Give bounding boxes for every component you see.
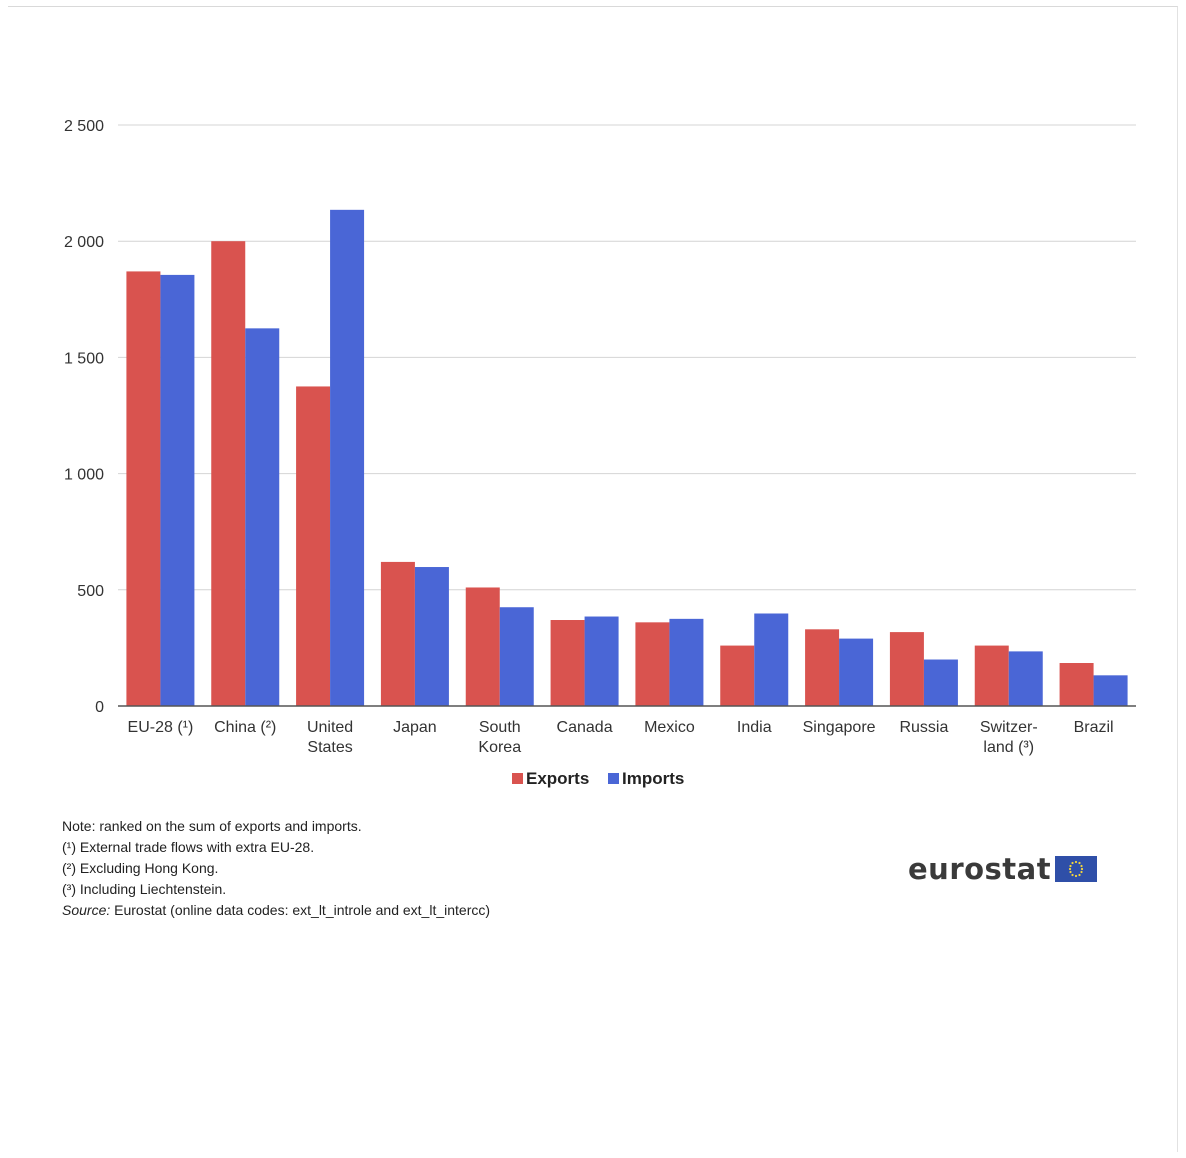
imports-bar xyxy=(1008,651,1043,706)
imports-bar xyxy=(839,638,874,706)
imports-bar xyxy=(1093,675,1128,706)
exports-bar xyxy=(974,645,1009,706)
source-label: Source: xyxy=(62,902,111,918)
y-tick-label: 1 500 xyxy=(64,350,104,367)
y-tick-label: 500 xyxy=(77,583,104,600)
footnote-1: (¹) External trade flows with extra EU-2… xyxy=(62,839,315,855)
exports-bar xyxy=(465,587,500,706)
footnote-2: (²) Excluding Hong Kong. xyxy=(62,860,219,876)
legend-swatch xyxy=(608,773,619,784)
x-tick-label: Brazil xyxy=(1074,719,1114,736)
eu-flag-icon xyxy=(1055,856,1098,882)
exports-bar xyxy=(296,386,331,706)
imports-bar xyxy=(499,607,534,706)
x-tick-label: India xyxy=(737,719,772,736)
imports-bar xyxy=(330,209,365,707)
legend-label: Exports xyxy=(526,769,589,788)
x-tick-label: South Korea xyxy=(478,719,521,756)
y-tick-label: 0 xyxy=(95,699,104,716)
footnote-3: (³) Including Liechtenstein. xyxy=(62,881,227,897)
exports-bar xyxy=(550,620,585,706)
chart-notes: Note: ranked on the sum of exports and i… xyxy=(62,816,762,921)
legend-label: Imports xyxy=(622,769,684,788)
x-tick-label: Russia xyxy=(899,719,948,736)
imports-bar xyxy=(160,274,195,706)
exports-bar xyxy=(805,629,840,706)
y-tick-label: 2 500 xyxy=(64,118,104,135)
x-tick-label: Mexico xyxy=(644,719,695,736)
imports-bar xyxy=(245,328,280,706)
y-tick-label: 1 000 xyxy=(64,467,104,484)
x-tick-label: China (²) xyxy=(214,719,276,736)
imports-bar xyxy=(584,616,619,706)
chart-frame xyxy=(8,6,1178,1152)
imports-bar xyxy=(669,618,704,706)
bar-chart: 0 500 1 000 1 500 2 000 2 500 EU-28 (¹) China (… xyxy=(64,118,1136,788)
source-line: Source: Eurostat (online data codes: ext… xyxy=(62,900,762,921)
x-tick-label: Japan xyxy=(393,719,437,736)
x-tick-label: United States xyxy=(307,719,353,756)
y-tick-label: 2 000 xyxy=(64,234,104,251)
exports-bar xyxy=(635,622,670,706)
exports-bar xyxy=(720,645,755,706)
x-tick-label: Switzer-land (³) xyxy=(980,719,1038,756)
exports-bar xyxy=(1059,663,1094,706)
imports-bar xyxy=(414,567,449,706)
source-text: Eurostat (online data codes: ext_lt_intr… xyxy=(110,902,491,918)
imports-bar xyxy=(923,659,958,706)
exports-bar xyxy=(889,632,924,706)
x-tick-label: Canada xyxy=(557,719,613,736)
imports-bar xyxy=(754,613,789,706)
logo-text: eurostat xyxy=(908,852,1052,886)
legend-swatch xyxy=(512,773,523,784)
eurostat-logo: eurostat xyxy=(908,852,1098,886)
x-tick-label: EU-28 (¹) xyxy=(128,719,194,736)
exports-bar xyxy=(126,271,161,706)
exports-bar xyxy=(380,561,415,706)
note-line: Note: ranked on the sum of exports and i… xyxy=(62,818,362,834)
exports-bar xyxy=(211,241,246,706)
x-tick-label: Singapore xyxy=(803,719,876,736)
